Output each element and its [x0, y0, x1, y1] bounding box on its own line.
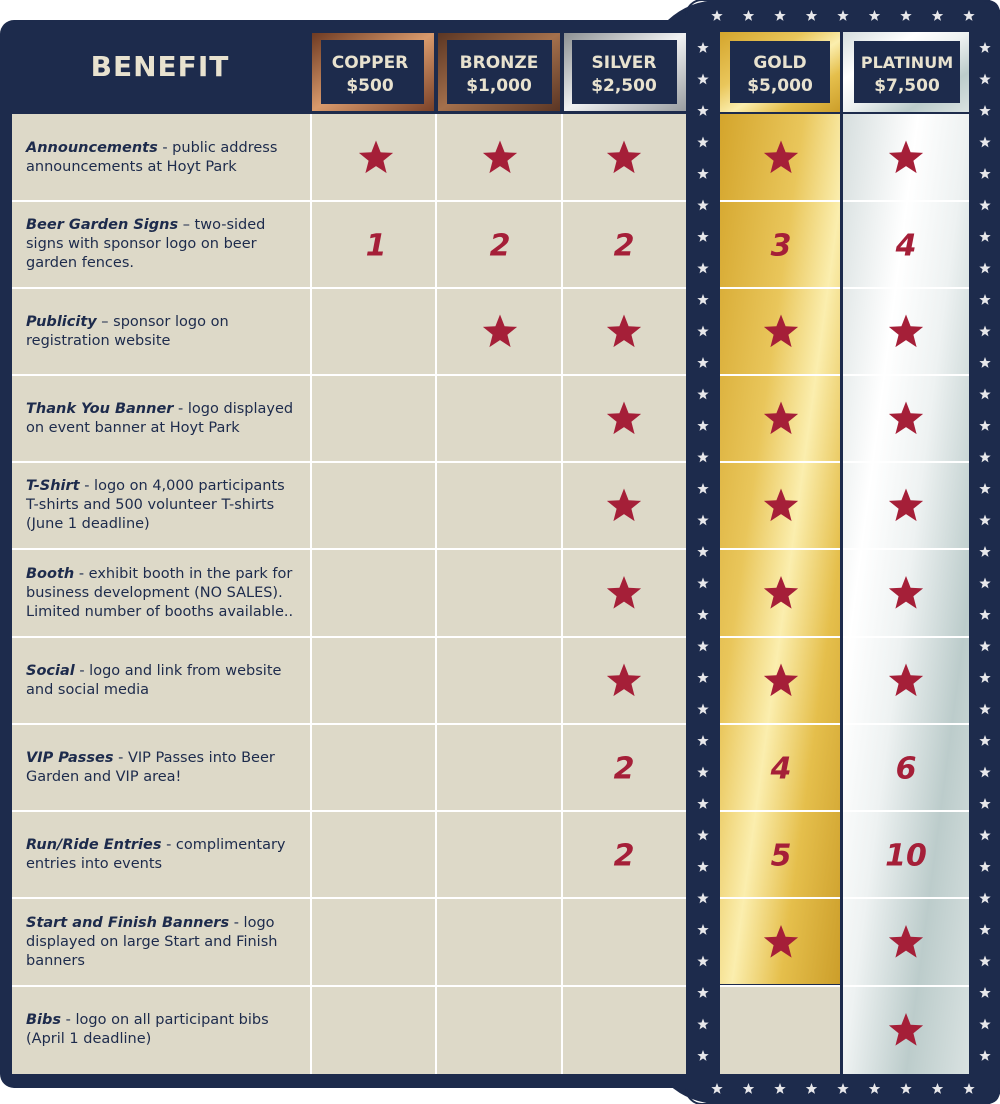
benefit-quantity: 1 [366, 229, 387, 264]
table-grid [12, 114, 969, 1074]
tier-name-copper: COPPER [332, 53, 409, 73]
benefit-name: Booth [26, 565, 75, 582]
benefit-detail: - VIP Passes into Beer Garden and VIP ar… [26, 749, 275, 785]
benefit-quantity: 4 [770, 752, 792, 787]
benefit-name: Bibs [26, 1012, 62, 1028]
benefit-quantity: 2 [490, 229, 511, 264]
benefit-quantity: 5 [771, 839, 792, 874]
benefit-detail: - logo displayed on large Start and Fini… [26, 914, 278, 969]
benefit-cells: 1 2 2 3 4 2 4 6 2 5 10 [358, 140, 927, 1046]
benefit-quantity: 6 [896, 752, 917, 787]
tier-name-bronze: BRONZE [460, 53, 539, 73]
benefit-description: Beer Garden Signs – two-sided signs with… [26, 201, 302, 288]
tier-name-silver: SILVER [592, 53, 657, 73]
benefit-quantity: 4 [895, 229, 917, 264]
benefit-detail: - logo displayed on event banner at Hoyt… [26, 400, 294, 436]
tier-price-platinum: $7,500 [874, 76, 940, 96]
benefit-detail: - logo on all participant bibs (April 1 … [26, 1012, 269, 1047]
benefit-quantity: 2 [614, 229, 635, 264]
benefit-description: Booth - exhibit booth in the park for bu… [26, 549, 302, 637]
tier-name-gold: GOLD [753, 53, 806, 73]
benefit-detail: – sponsor logo on registration website [26, 313, 229, 349]
benefit-detail: - public address announcements at Hoyt P… [26, 139, 278, 175]
tier-name-platinum: PLATINUM [861, 53, 953, 72]
tier-price-bronze: $1,000 [466, 76, 532, 96]
benefit-description: Social - logo and link from website and … [26, 637, 302, 724]
tier-price-silver: $2,500 [591, 76, 657, 96]
benefit-name: Social [26, 662, 75, 679]
benefit-detail: - exhibit booth in the park for business… [26, 565, 294, 620]
tier-price-gold: $5,000 [747, 76, 813, 96]
benefit-description: Thank You Banner - logo displayed on eve… [26, 375, 302, 462]
benefit-quantity: 10 [885, 839, 927, 874]
benefit-description: Run/Ride Entries - complimentary entries… [26, 811, 302, 898]
benefit-quantity: 2 [614, 839, 635, 874]
benefit-name: Run/Ride Entries [26, 836, 162, 853]
benefit-name: Publicity [26, 313, 97, 330]
benefit-name: T-Shirt [26, 478, 80, 494]
benefit-quantity: 2 [614, 752, 635, 787]
benefit-name: Start and Finish Banners [26, 914, 230, 931]
benefit-detail: - complimentary entries into events [26, 836, 286, 872]
benefit-description: T-Shirt - logo on 4,000 participants T-s… [26, 462, 302, 549]
benefit-name: Beer Garden Signs [26, 217, 179, 233]
benefit-description: Announcements - public address announcem… [26, 114, 302, 201]
benefit-description: Bibs - logo on all participant bibs (Apr… [26, 986, 302, 1074]
benefit-description: VIP Passes - VIP Passes into Beer Garden… [26, 724, 302, 811]
benefit-header: BENEFIT [90, 50, 230, 83]
benefit-name: Announcements [26, 139, 158, 156]
benefit-quantity: 3 [771, 229, 792, 264]
benefit-detail: – two-sided signs with sponsor logo on b… [26, 217, 266, 271]
benefit-detail: - logo on 4,000 participants T-shirts an… [26, 478, 285, 532]
benefit-description: Publicity – sponsor logo on registration… [26, 288, 302, 375]
benefit-name: VIP Passes [26, 749, 114, 766]
tier-price-copper: $500 [346, 76, 393, 96]
benefit-description: Start and Finish Banners - logo displaye… [26, 898, 302, 986]
benefit-detail: - logo and link from website and social … [26, 662, 282, 698]
benefit-name: Thank You Banner [26, 400, 174, 417]
